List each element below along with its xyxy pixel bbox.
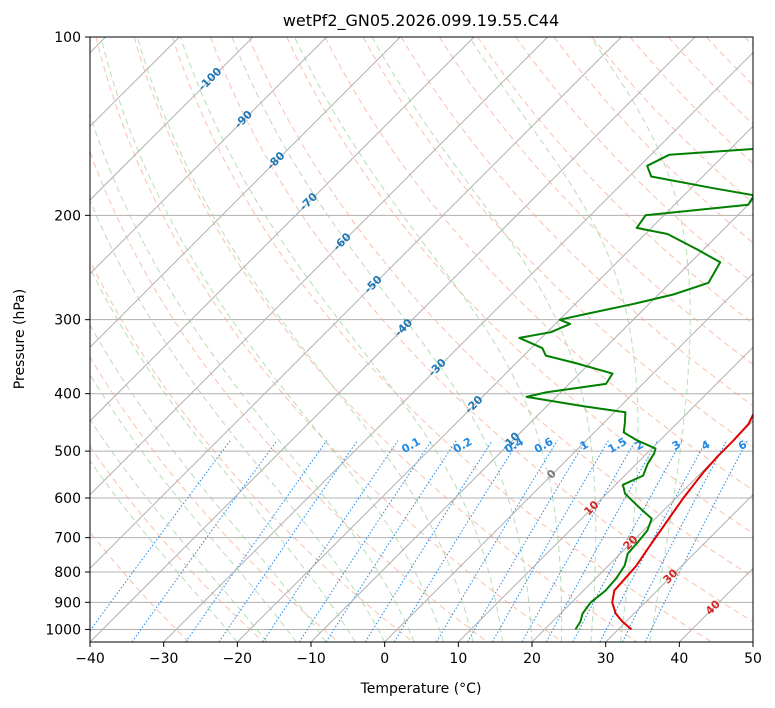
- dry-adiabat: [286, 37, 753, 534]
- mixing-ratio-label: 8: [765, 438, 775, 453]
- y-tick-label: 400: [54, 387, 81, 403]
- moist-adiabat: [468, 37, 639, 642]
- dry-adiabat: [438, 37, 753, 366]
- moist-adiabat: [590, 37, 691, 642]
- y-tick-label: 1000: [45, 622, 81, 638]
- axis-ticks: −40 −30 −20 −10 0 10 20 30 40 50 1000 900 800 700 600 5…: [45, 30, 762, 667]
- mixing-ratio-line: [298, 440, 432, 642]
- isotherm: [605, 493, 753, 642]
- moist-adiabat: [179, 37, 503, 642]
- mixing-ratio-line: [621, 440, 728, 642]
- y-tick-label: 700: [54, 531, 81, 547]
- dry-adiabat: [400, 37, 753, 407]
- y-tick-label: 200: [54, 208, 81, 224]
- y-tick-label: 600: [54, 491, 81, 507]
- data-series: [518, 148, 753, 631]
- dry-adiabat: [248, 37, 753, 578]
- x-axis-label: Temperature (°C): [360, 681, 482, 697]
- x-tick-label: 20: [523, 651, 541, 667]
- mixing-ratio-line: [364, 440, 493, 642]
- isotherm: [163, 51, 753, 642]
- y-tick-label: 300: [54, 313, 81, 329]
- chart-title: wetPf2_GN05.2026.099.19.55.C44: [283, 11, 559, 31]
- isotherm: [236, 125, 753, 642]
- dry-adiabat: [210, 37, 753, 623]
- y-axis-label: Pressure (hPa): [12, 289, 28, 389]
- mixing-ratio-line: [185, 440, 328, 642]
- dry-adiabat: [90, 356, 339, 642]
- moist-adiabat: [90, 267, 356, 642]
- mixing-ratio-line: [599, 440, 707, 642]
- x-tick-label: 10: [449, 651, 467, 667]
- y-tick-label: 900: [54, 595, 81, 611]
- moist-adiabat: [90, 323, 327, 642]
- moist-adiabat: [100, 37, 445, 642]
- dry-adiabat: [95, 37, 563, 642]
- moist-adiabat: [90, 199, 386, 642]
- mixing-ratio-line: [435, 440, 558, 642]
- isotherm: [90, 37, 401, 349]
- isotherm: [457, 346, 753, 642]
- x-tick-label: −10: [296, 651, 326, 667]
- isotherm: [310, 199, 753, 642]
- mixing-ratio-line: [572, 440, 683, 642]
- x-tick-label: 40: [670, 651, 688, 667]
- x-tick-label: −20: [223, 651, 253, 667]
- background-lines: [90, 37, 753, 642]
- mixing-ratio-line: [218, 440, 358, 642]
- dry-adiabat: [133, 37, 638, 642]
- isotherm: [531, 420, 753, 642]
- dewpoint-profile-line: [518, 148, 753, 630]
- dry-adiabat: [171, 37, 712, 642]
- isotherm: [90, 37, 328, 275]
- mixing-ratio-line: [491, 440, 609, 642]
- mixing-ratio-line: [262, 440, 399, 642]
- temperature-profile-line: [611, 412, 753, 631]
- mixing-ratio-line: [467, 440, 587, 642]
- moist-adiabat: [90, 460, 238, 642]
- dry-adiabat: [90, 259, 414, 642]
- plot-frame: [89, 36, 754, 643]
- mixing-ratio-line: [325, 440, 457, 642]
- isotherm: [90, 37, 475, 422]
- dry-adiabat: [591, 37, 753, 204]
- y-tick-label: 800: [54, 565, 81, 581]
- x-tick-label: 30: [597, 651, 615, 667]
- moist-adiabat: [90, 113, 415, 642]
- x-tick-label: 50: [744, 651, 762, 667]
- dry-adiabat: [553, 37, 753, 244]
- moist-adiabat: [294, 37, 563, 642]
- isotherm: [90, 37, 622, 570]
- dry-adiabat: [90, 445, 264, 642]
- isotherm: [384, 272, 753, 642]
- x-tick-label: 0: [380, 651, 389, 667]
- isotherm: [752, 641, 753, 642]
- y-tick-label: 500: [54, 444, 81, 460]
- moist-adiabat: [136, 37, 474, 642]
- moist-adiabat: [231, 37, 533, 642]
- isotherm: [90, 37, 254, 201]
- dry-adiabat: [324, 37, 753, 491]
- plot-area: [90, 37, 753, 642]
- isotherm: [90, 37, 549, 496]
- moist-adiabat: [90, 418, 268, 642]
- y-tick-label: 100: [54, 30, 81, 46]
- x-tick-label: −30: [149, 651, 179, 667]
- moist-adiabat: [90, 373, 297, 642]
- x-tick-label: −40: [75, 651, 105, 667]
- isotherm: [90, 37, 696, 642]
